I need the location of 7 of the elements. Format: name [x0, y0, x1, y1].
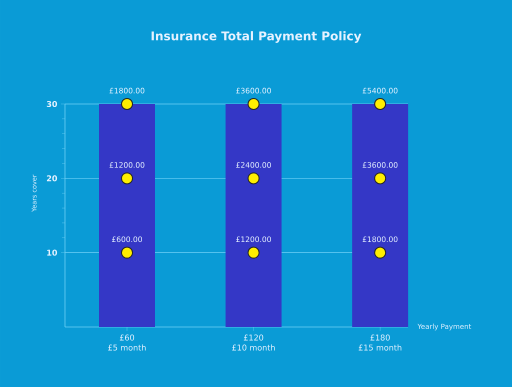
- y-tick-label: 30: [46, 100, 58, 108]
- y-tick-label: 20: [46, 175, 58, 182]
- chart-title: Insurance Total Payment Policy: [152, 31, 362, 43]
- x-tick-label: £180 £15 month: [358, 334, 402, 351]
- y-tick-label: 10: [47, 250, 58, 256]
- x-tick-label: £120 £10 month: [232, 334, 275, 351]
- x-tick-label: £60 £5 month: [108, 334, 146, 351]
